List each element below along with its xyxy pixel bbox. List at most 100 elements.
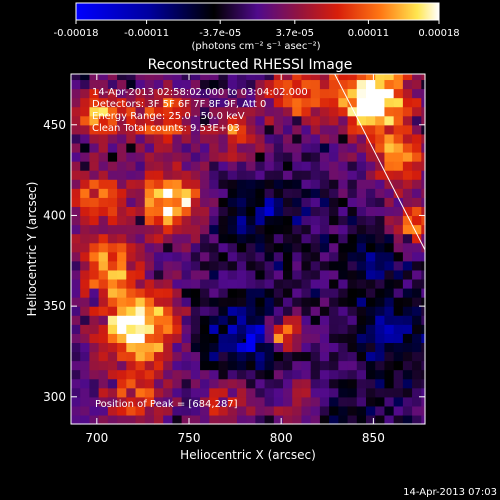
heatmap-cell: [329, 306, 339, 316]
heatmap-cell: [421, 342, 426, 353]
heatmap-cell: [384, 88, 395, 99]
heatmap-cell: [209, 242, 220, 253]
heatmap-cell: [273, 405, 284, 416]
heatmap-cell: [301, 224, 312, 235]
heatmap-cell: [71, 106, 81, 117]
heatmap-cell: [255, 115, 266, 126]
heatmap-cell: [246, 197, 256, 207]
heatmap-cell: [80, 97, 91, 108]
heatmap-cell: [264, 161, 275, 171]
heatmap-cell: [107, 251, 118, 262]
heatmap-cell: [421, 124, 426, 135]
heatmap-cell: [200, 188, 210, 198]
heatmap-cell: [246, 351, 256, 362]
heatmap-cell: [227, 287, 238, 298]
heatmap-cell: [338, 206, 349, 217]
heatmap-cell: [163, 115, 174, 126]
heatmap-cell: [292, 188, 303, 198]
heatmap-cell: [412, 342, 422, 353]
heatmap-cell: [181, 278, 192, 289]
heatmap-cell: [227, 414, 238, 425]
heatmap-cell: [209, 97, 220, 108]
heatmap-cell: [227, 324, 238, 334]
heatmap-cell: [117, 124, 127, 135]
heatmap-cell: [329, 79, 339, 90]
heatmap-cell: [107, 260, 118, 271]
heatmap-cell: [412, 269, 422, 280]
heatmap-cell: [80, 405, 91, 416]
heatmap-cell: [80, 124, 91, 135]
heatmap-cell: [227, 396, 238, 407]
heatmap-cell: [126, 188, 137, 198]
heatmap-cell: [366, 151, 376, 162]
heatmap-cell: [375, 342, 386, 353]
heatmap-cell: [89, 278, 100, 289]
heatmap-cell: [80, 215, 91, 226]
heatmap-cell: [107, 405, 118, 416]
heatmap-cell: [135, 360, 146, 371]
heatmap-cell: [273, 297, 284, 307]
heatmap-cell: [384, 287, 395, 298]
heatmap-cell: [356, 133, 367, 144]
heatmap-cell: [227, 387, 238, 398]
heatmap-cell: [163, 188, 174, 198]
heatmap-cell: [329, 315, 339, 325]
heatmap-cell: [190, 74, 201, 81]
heatmap-cell: [347, 396, 358, 407]
heatmap-cell: [153, 115, 164, 126]
heatmap-cell: [200, 315, 210, 325]
heatmap-cell: [89, 396, 100, 407]
heatmap-cell: [89, 251, 100, 262]
heatmap-cell: [190, 188, 201, 198]
heatmap-cell: [89, 142, 100, 153]
heatmap-cell: [107, 197, 118, 207]
heatmap-cell: [347, 333, 358, 343]
heatmap-cell: [347, 378, 358, 389]
heatmap-cell: [80, 342, 91, 353]
heatmap-cell: [338, 414, 349, 425]
heatmap-cell: [264, 97, 275, 108]
heatmap-cell: [412, 215, 422, 226]
heatmap-cell: [375, 324, 386, 334]
heatmap-cell: [218, 278, 229, 289]
heatmap-cell: [255, 333, 266, 343]
heatmap-cell: [190, 260, 201, 271]
heatmap-cell: [310, 324, 321, 334]
heatmap-cell: [153, 405, 164, 416]
heatmap-cell: [181, 260, 192, 271]
heatmap-cell: [153, 387, 164, 398]
heatmap-cell: [421, 106, 426, 117]
heatmap-cell: [384, 197, 395, 207]
heatmap-cell: [421, 115, 426, 126]
heatmap-cell: [412, 369, 422, 380]
heatmap-cell: [227, 142, 238, 153]
heatmap-cell: [319, 133, 330, 144]
heatmap-cell: [172, 315, 183, 325]
heatmap-cell: [421, 278, 426, 289]
heatmap-cell: [366, 414, 376, 425]
heatmap-cell: [347, 124, 358, 135]
heatmap-cell: [126, 124, 137, 135]
heatmap-cell: [89, 74, 100, 81]
heatmap-cell: [393, 369, 404, 380]
heatmap-cell: [412, 306, 422, 316]
heatmap-cell: [347, 351, 358, 362]
heatmap-cell: [135, 315, 146, 325]
heatmap-cell: [255, 297, 266, 307]
heatmap-cell: [117, 242, 127, 253]
heatmap-cell: [347, 360, 358, 371]
heatmap-cell: [163, 396, 174, 407]
heatmap-cell: [283, 74, 293, 81]
heatmap-cell: [246, 115, 256, 126]
heatmap-cell: [181, 133, 192, 144]
heatmap-cell: [144, 170, 155, 180]
heatmap-cell: [301, 106, 312, 117]
colorbar-tick-label: 0.00011: [348, 28, 389, 39]
heatmap-cell: [227, 378, 238, 389]
heatmap-cell: [172, 79, 183, 90]
heatmap-cell: [181, 124, 192, 135]
heatmap-cell: [218, 387, 229, 398]
heatmap-cell: [89, 414, 100, 425]
heatmap-cell: [209, 79, 220, 90]
heatmap-cell: [107, 369, 118, 380]
